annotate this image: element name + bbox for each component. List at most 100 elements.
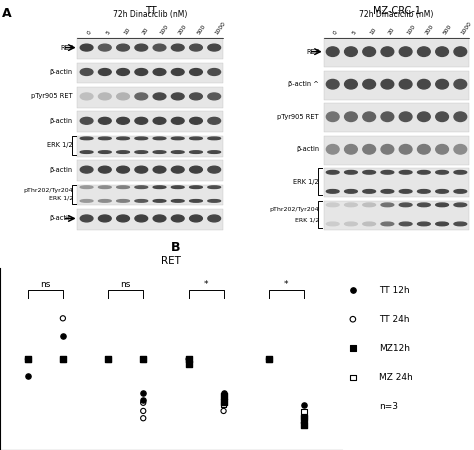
Text: pTyr905 RET: pTyr905 RET	[277, 114, 319, 120]
Ellipse shape	[117, 186, 129, 189]
Ellipse shape	[172, 215, 184, 222]
Ellipse shape	[117, 200, 129, 202]
Point	[265, 356, 273, 363]
Ellipse shape	[327, 171, 339, 174]
Ellipse shape	[327, 222, 339, 226]
Point	[265, 356, 273, 363]
Ellipse shape	[454, 80, 467, 89]
Ellipse shape	[172, 166, 184, 173]
Ellipse shape	[327, 80, 339, 89]
Text: RET: RET	[306, 49, 319, 54]
Bar	[324, 38, 469, 67]
Point	[220, 395, 228, 402]
Text: β-actin: β-actin	[296, 146, 319, 152]
Text: ERK 1/2: ERK 1/2	[49, 195, 73, 200]
Ellipse shape	[381, 171, 394, 174]
Ellipse shape	[345, 222, 357, 226]
Point	[300, 401, 308, 408]
Ellipse shape	[436, 222, 448, 226]
Ellipse shape	[208, 151, 220, 153]
Ellipse shape	[436, 203, 448, 207]
Ellipse shape	[135, 166, 147, 173]
Text: 1000: 1000	[214, 21, 227, 36]
Text: 20: 20	[387, 27, 396, 36]
Bar	[77, 209, 223, 230]
Ellipse shape	[190, 186, 202, 189]
Point	[220, 398, 228, 405]
Text: 500: 500	[442, 24, 453, 36]
Text: B: B	[171, 241, 180, 254]
Ellipse shape	[436, 112, 448, 122]
Point	[220, 407, 228, 414]
Ellipse shape	[80, 200, 93, 202]
Ellipse shape	[153, 200, 166, 202]
Ellipse shape	[117, 93, 129, 100]
Text: 72h Dinaciclib (nM): 72h Dinaciclib (nM)	[359, 10, 434, 19]
Ellipse shape	[117, 68, 129, 76]
Text: 5: 5	[105, 30, 111, 36]
Point	[104, 356, 112, 363]
Ellipse shape	[99, 166, 111, 173]
Text: ERK 1/2: ERK 1/2	[295, 217, 319, 222]
Ellipse shape	[399, 203, 412, 207]
Ellipse shape	[418, 80, 430, 89]
Ellipse shape	[135, 151, 147, 153]
Ellipse shape	[117, 117, 129, 124]
Text: *: *	[284, 280, 289, 289]
Text: TT 24h: TT 24h	[379, 315, 410, 324]
Point	[24, 372, 32, 379]
Ellipse shape	[345, 144, 357, 154]
Ellipse shape	[80, 137, 93, 140]
Ellipse shape	[190, 137, 202, 140]
Text: 0: 0	[333, 30, 339, 36]
Bar	[77, 38, 223, 59]
Point	[185, 360, 192, 367]
Ellipse shape	[418, 171, 430, 174]
Ellipse shape	[363, 222, 375, 226]
Ellipse shape	[117, 166, 129, 173]
Point	[185, 356, 192, 363]
Ellipse shape	[99, 44, 111, 51]
Text: TT: TT	[145, 6, 156, 16]
Point	[220, 389, 228, 396]
Ellipse shape	[436, 171, 448, 174]
Ellipse shape	[153, 186, 166, 189]
Ellipse shape	[381, 203, 394, 207]
Ellipse shape	[99, 151, 111, 153]
Ellipse shape	[381, 144, 394, 154]
Ellipse shape	[172, 186, 184, 189]
Ellipse shape	[80, 68, 93, 76]
Point	[104, 356, 112, 363]
Ellipse shape	[454, 144, 467, 154]
Ellipse shape	[345, 171, 357, 174]
Ellipse shape	[418, 203, 430, 207]
Ellipse shape	[190, 68, 202, 76]
Ellipse shape	[327, 112, 339, 122]
Ellipse shape	[135, 68, 147, 76]
Ellipse shape	[327, 203, 339, 207]
Text: 100: 100	[160, 24, 170, 36]
Text: ERK 1/2: ERK 1/2	[47, 142, 73, 148]
Bar	[324, 71, 469, 99]
Text: ERK 1/2: ERK 1/2	[293, 179, 319, 185]
Point	[220, 392, 228, 399]
Ellipse shape	[327, 144, 339, 154]
Bar	[77, 63, 223, 83]
Bar	[77, 87, 223, 108]
Point	[24, 356, 32, 363]
Ellipse shape	[327, 47, 339, 56]
Ellipse shape	[135, 215, 147, 222]
Ellipse shape	[80, 215, 93, 222]
Ellipse shape	[99, 200, 111, 202]
Ellipse shape	[153, 68, 166, 76]
Ellipse shape	[172, 137, 184, 140]
Ellipse shape	[208, 44, 220, 51]
Text: 10: 10	[123, 27, 131, 36]
Ellipse shape	[172, 44, 184, 51]
Ellipse shape	[208, 186, 220, 189]
Ellipse shape	[345, 203, 357, 207]
Ellipse shape	[454, 112, 467, 122]
Ellipse shape	[135, 117, 147, 124]
Text: A: A	[2, 7, 12, 20]
Ellipse shape	[345, 47, 357, 56]
